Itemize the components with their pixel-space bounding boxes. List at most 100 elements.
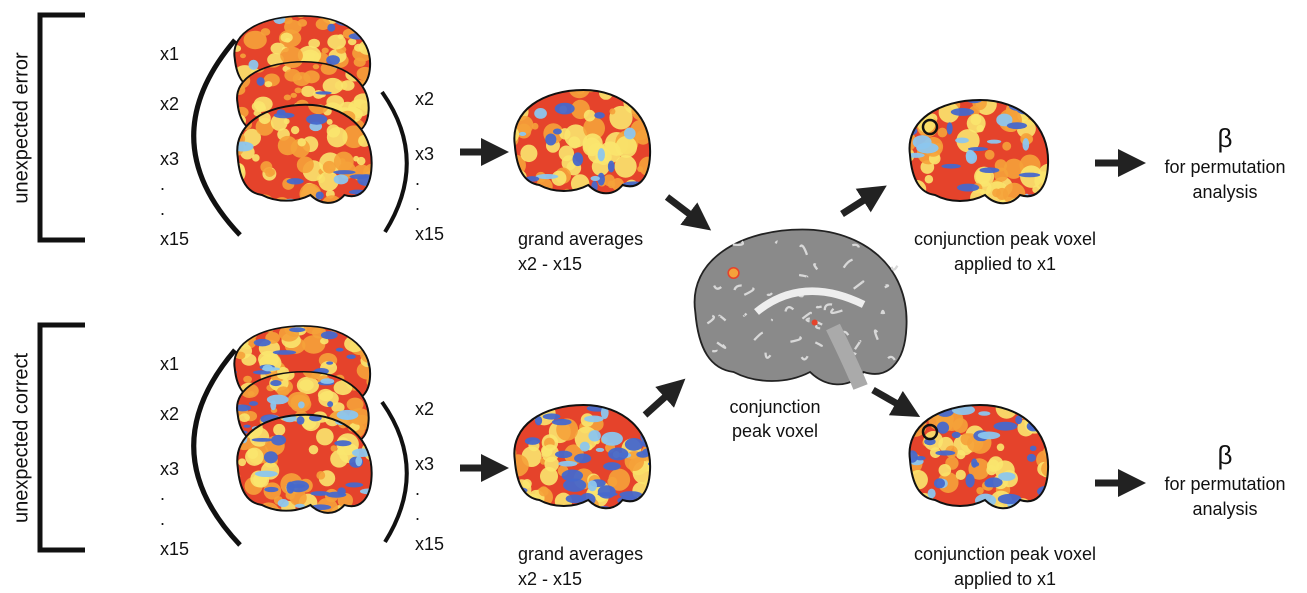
hot-blob: [353, 156, 359, 162]
cold-blob: [608, 161, 615, 173]
cold-blob: [321, 331, 338, 339]
cold-blob: [567, 509, 580, 517]
hot-blob: [285, 38, 291, 43]
hot-blob: [227, 158, 233, 164]
bracket: [40, 15, 85, 240]
cold-blob: [333, 170, 355, 174]
cold-blob: [504, 150, 514, 157]
cold-blob: [959, 202, 980, 207]
cold-blob: [278, 499, 289, 507]
hot-blob: [897, 442, 909, 454]
cold-blob: [1002, 399, 1018, 404]
cold-blob: [228, 128, 236, 133]
cold-blob: [555, 103, 575, 115]
cold-blob: [231, 141, 253, 151]
hot-blob: [1045, 182, 1062, 199]
cold-blob: [501, 87, 514, 98]
caption: conjunction: [729, 397, 820, 417]
cold-blob: [594, 112, 605, 118]
cold-blob: [590, 176, 599, 181]
cold-blob: [1019, 173, 1040, 178]
sulcus: [817, 307, 822, 308]
hot-blob: [568, 75, 591, 98]
hot-blob: [500, 92, 516, 108]
caption: grand averages: [518, 544, 643, 564]
subject-label: x2: [415, 399, 434, 419]
hot-blob: [335, 324, 341, 329]
hot-blob: [218, 122, 239, 138]
cold-blob: [553, 129, 562, 135]
hot-blob: [898, 464, 910, 476]
hot-blob: [1035, 391, 1054, 410]
hot-blob: [645, 180, 654, 189]
subject-label: .: [160, 484, 165, 504]
brain-map: [496, 389, 662, 523]
cold-blob: [289, 327, 305, 332]
cold-blob: [935, 450, 955, 455]
hot-blob: [273, 424, 285, 436]
arrow: [873, 390, 908, 410]
row-label: unexpected error: [10, 52, 32, 204]
hot-blob: [237, 333, 246, 340]
hot-blob: [303, 70, 319, 83]
row-label: unexpected correct: [10, 353, 32, 524]
hot-blob: [368, 25, 385, 39]
hot-blob: [291, 201, 305, 214]
cold-blob: [327, 24, 335, 32]
subject-label: x2: [415, 89, 434, 109]
cold-blob: [895, 512, 913, 518]
hot-blob: [354, 323, 374, 339]
cold-blob: [652, 195, 661, 203]
caption: analysis: [1192, 499, 1257, 519]
hot-blob: [244, 513, 255, 524]
hot-blob: [327, 35, 346, 50]
page: unexpected errorx1x2x3..x15x2x3..x15gran…: [0, 0, 1307, 593]
hot-blob: [240, 54, 246, 59]
cold-blob: [978, 432, 1001, 440]
hot-blob: [327, 119, 333, 125]
cold-blob: [350, 174, 369, 179]
hot-blob: [313, 64, 319, 69]
hot-blob: [916, 407, 926, 417]
arrow: [842, 193, 875, 214]
cold-blob: [978, 411, 990, 416]
cold-blob: [937, 422, 949, 434]
hot-blob: [956, 470, 966, 480]
hot-blob: [1041, 410, 1049, 418]
hot-blob: [504, 178, 525, 199]
hot-blob: [624, 409, 632, 417]
cold-blob: [337, 487, 345, 495]
cold-blob: [1027, 454, 1036, 462]
cold-blob: [998, 472, 1015, 481]
hot-blob: [222, 388, 235, 398]
hot-blob: [222, 496, 235, 508]
cold-blob: [298, 401, 305, 408]
cold-blob: [274, 112, 295, 118]
hot-blob: [299, 379, 314, 390]
cold-blob: [552, 509, 573, 514]
cold-blob: [608, 447, 628, 460]
cold-blob: [648, 193, 656, 203]
hot-blob: [253, 194, 275, 215]
cold-blob: [516, 94, 522, 104]
cold-blob: [596, 448, 604, 452]
cold-blob: [979, 167, 999, 173]
cold-blob: [955, 137, 969, 143]
hot-blob: [1032, 104, 1039, 111]
hot-blob: [1045, 491, 1055, 501]
hot-blob: [1049, 473, 1061, 485]
hot-blob: [504, 416, 513, 425]
cold-blob: [509, 403, 521, 415]
cold-blob: [972, 462, 979, 467]
hot-blob: [898, 420, 907, 429]
cold-blob: [558, 461, 577, 467]
hot-blob: [327, 127, 348, 147]
cold-blob: [916, 456, 926, 460]
subject-label: x2: [160, 404, 179, 424]
hot-blob: [513, 419, 526, 432]
brain-gray: [695, 230, 907, 385]
hot-blob: [371, 58, 378, 64]
cold-blob: [264, 451, 278, 463]
cold-blob: [270, 380, 281, 386]
cold-blob: [580, 442, 590, 452]
